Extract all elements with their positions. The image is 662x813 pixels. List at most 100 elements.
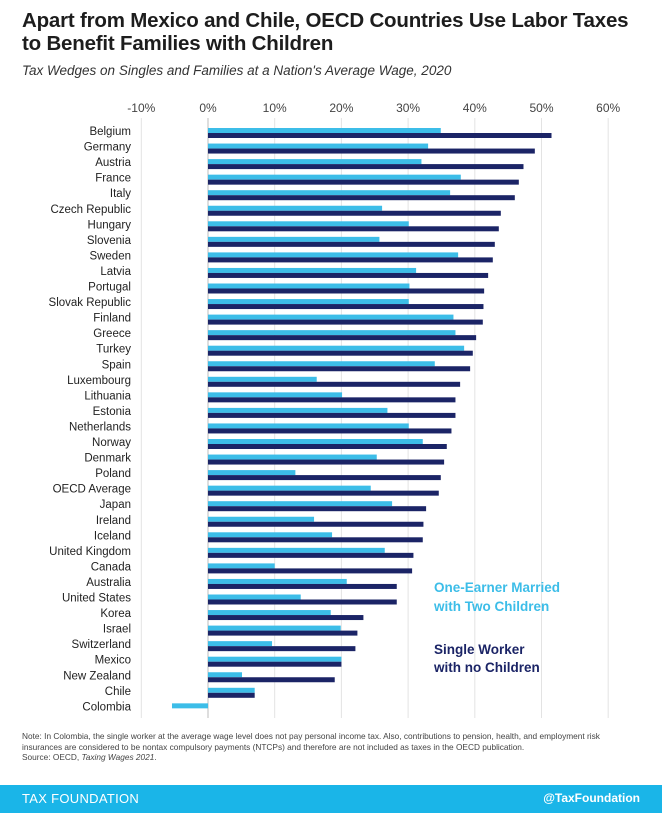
bar-married-two-children bbox=[208, 252, 459, 258]
bar-single-no-children bbox=[208, 475, 441, 481]
bar-married-two-children bbox=[208, 174, 461, 180]
category-label: Denmark bbox=[84, 453, 131, 465]
bar-married-two-children bbox=[208, 299, 409, 305]
category-label: Chile bbox=[105, 686, 131, 698]
category-label: Israel bbox=[103, 624, 131, 636]
category-label: Germany bbox=[84, 142, 132, 154]
bar-single-no-children bbox=[208, 490, 439, 496]
category-label: Spain bbox=[102, 359, 131, 371]
bar-married-two-children bbox=[208, 687, 255, 693]
bars bbox=[171, 128, 552, 709]
x-tick-label: 30% bbox=[396, 101, 420, 115]
legend-married-line1: One-Earner Married bbox=[434, 580, 560, 595]
bar-chart: -10% 0% 10% 20% 30% 40% 50% 60% Belgium Germany A… bbox=[49, 101, 621, 718]
x-tick-label: 40% bbox=[463, 101, 487, 115]
bar-single-no-children bbox=[208, 164, 524, 170]
bar-married-two-children bbox=[208, 407, 388, 413]
bar-married-two-children bbox=[171, 703, 208, 709]
bar-married-two-children bbox=[208, 516, 315, 522]
bar-married-two-children bbox=[208, 330, 456, 336]
category-label: Czech Republic bbox=[50, 204, 131, 216]
bar-single-no-children bbox=[208, 272, 489, 278]
category-label: Slovak Republic bbox=[49, 297, 132, 309]
bar-single-no-children bbox=[208, 552, 414, 558]
bar-single-no-children bbox=[208, 583, 397, 589]
x-tick-label: 10% bbox=[263, 101, 287, 115]
bar-single-no-children bbox=[208, 210, 501, 216]
bar-married-two-children bbox=[208, 563, 275, 569]
x-tick-label: 20% bbox=[329, 101, 353, 115]
category-label: France bbox=[95, 173, 131, 185]
bar-married-two-children bbox=[208, 143, 429, 149]
bar-married-two-children bbox=[208, 267, 417, 273]
bar-married-two-children bbox=[208, 345, 465, 351]
bar-married-two-children bbox=[208, 532, 333, 538]
bar-single-no-children bbox=[208, 381, 461, 387]
category-label: Canada bbox=[91, 561, 132, 573]
bar-married-two-children bbox=[208, 594, 301, 600]
category-label: Austria bbox=[95, 157, 131, 169]
bar-single-no-children bbox=[208, 226, 499, 232]
bar-single-no-children bbox=[208, 444, 447, 449]
legend: One-Earner Married with Two Children Sin… bbox=[433, 580, 560, 675]
bar-married-two-children bbox=[208, 439, 423, 444]
category-label: Japan bbox=[100, 499, 131, 511]
x-tick-label: 50% bbox=[529, 101, 553, 115]
bar-married-two-children bbox=[208, 641, 273, 647]
category-label: Hungary bbox=[88, 219, 132, 231]
category-label: United Kingdom bbox=[49, 546, 131, 558]
bar-married-two-children bbox=[208, 672, 243, 678]
bar-single-no-children bbox=[208, 319, 483, 325]
bar-single-no-children bbox=[208, 257, 493, 263]
category-label: Finland bbox=[93, 313, 131, 325]
category-label: Iceland bbox=[94, 530, 131, 542]
bar-married-two-children bbox=[208, 423, 409, 429]
bar-married-two-children bbox=[208, 610, 331, 616]
bar-married-two-children bbox=[208, 283, 410, 289]
footer-handle[interactable]: @TaxFoundation bbox=[543, 791, 640, 805]
bar-single-no-children bbox=[208, 412, 456, 418]
source-title: Taxing Wages 2021 bbox=[81, 752, 155, 762]
bar-single-no-children bbox=[208, 350, 473, 356]
category-label: Ireland bbox=[96, 515, 131, 527]
category-label: Greece bbox=[93, 328, 131, 340]
bar-single-no-children bbox=[208, 506, 427, 512]
category-label: Australia bbox=[86, 577, 131, 589]
bar-married-two-children bbox=[208, 190, 451, 196]
source-suffix: . bbox=[154, 752, 157, 762]
bar-married-two-children bbox=[208, 128, 441, 133]
category-label: United States bbox=[62, 593, 131, 605]
category-label: New Zealand bbox=[63, 670, 131, 682]
note-text: Note: In Colombia, the single worker at … bbox=[22, 731, 600, 752]
category-label: Mexico bbox=[95, 655, 131, 667]
bar-single-no-children bbox=[208, 179, 519, 185]
category-label: Luxembourg bbox=[67, 375, 131, 387]
category-label: Switzerland bbox=[72, 639, 131, 651]
chart-title: Apart from Mexico and Chile, OECD Countr… bbox=[22, 9, 629, 55]
bar-single-no-children bbox=[208, 241, 495, 247]
grid-lines bbox=[140, 118, 609, 718]
bar-single-no-children bbox=[208, 568, 413, 574]
category-labels: Belgium Germany Austria France Italy Czech Re… bbox=[49, 126, 132, 713]
category-label: Turkey bbox=[96, 344, 131, 356]
x-tick-label: -10% bbox=[127, 101, 155, 115]
bar-single-no-children bbox=[208, 428, 452, 434]
bar-married-two-children bbox=[208, 392, 343, 398]
category-label: Sweden bbox=[89, 250, 131, 262]
category-label: Colombia bbox=[82, 701, 131, 713]
bar-married-two-children bbox=[208, 547, 385, 553]
bar-single-no-children bbox=[208, 599, 397, 605]
bar-single-no-children bbox=[208, 304, 484, 310]
bar-married-two-children bbox=[208, 578, 347, 584]
category-label: OECD Average bbox=[53, 484, 131, 496]
legend-married-line2: with Two Children bbox=[433, 599, 549, 614]
bar-single-no-children bbox=[208, 615, 364, 621]
x-tick-label: 60% bbox=[596, 101, 620, 115]
category-label: Poland bbox=[95, 468, 131, 480]
category-label: Italy bbox=[110, 188, 131, 200]
bar-single-no-children bbox=[208, 397, 456, 403]
bar-married-two-children bbox=[208, 314, 454, 320]
source-prefix: Source: OECD, bbox=[22, 752, 82, 762]
x-axis-ticks: -10% 0% 10% 20% 30% 40% 50% 60% bbox=[127, 101, 620, 115]
category-label: Latvia bbox=[100, 266, 131, 278]
